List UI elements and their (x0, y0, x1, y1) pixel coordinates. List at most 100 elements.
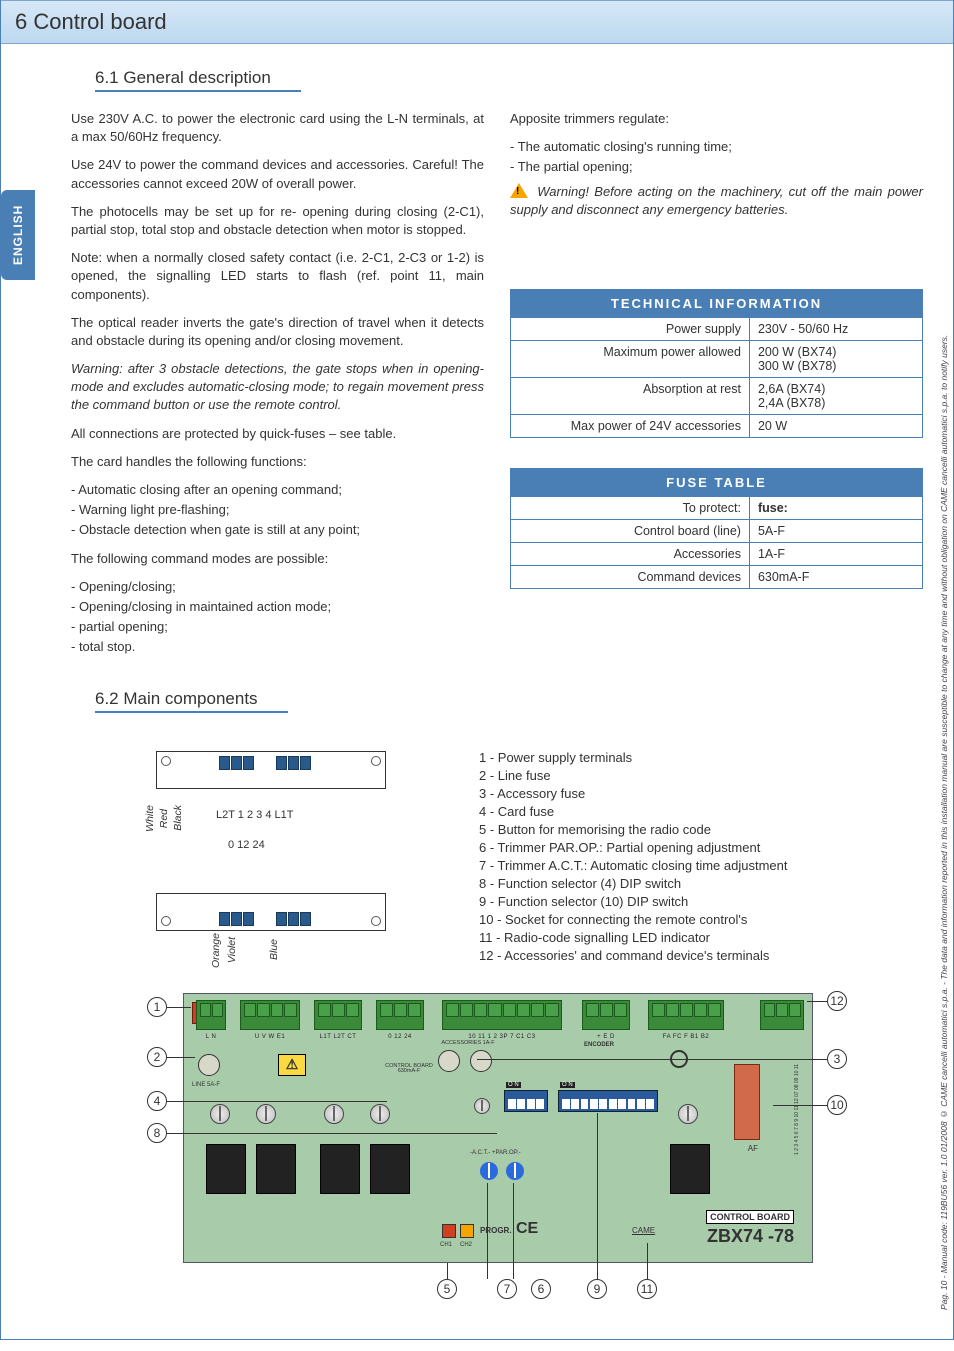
model-label: ZBX74 -78 (707, 1226, 794, 1247)
strip-label: L N (197, 1034, 225, 1040)
wire-label: Violet (226, 937, 238, 963)
callout-9: 9 (587, 1279, 607, 1299)
bullet: - Automatic closing after an opening com… (71, 481, 484, 499)
strip-label: U V W E1 (241, 1034, 299, 1040)
bullet: - The partial opening; (510, 158, 923, 176)
connector-diagram: L2T 1 2 3 4 L1T 0 12 24 White Red Black … (71, 747, 461, 967)
dip-right-label: 1 2 3 4 5 6 7 8 9 10 11 12 07 08 09 10 1… (794, 1064, 800, 1155)
table-cell: Maximum power allowed (511, 340, 750, 377)
side-copyright-note: Pag. 10 - Manual code: 119BU56 ver. 1.0 … (939, 240, 949, 1310)
table-cell: 20 W (749, 414, 922, 437)
para: The optical reader inverts the gate's di… (71, 314, 484, 350)
table-cell: Control board (line) (511, 519, 750, 542)
legend-item: 8 - Function selector (4) DIP switch (479, 876, 923, 891)
para-warning: Warning: after 3 obstacle detections, th… (71, 360, 484, 415)
callout-5: 5 (437, 1279, 457, 1299)
bullet: - Opening/closing; (71, 578, 484, 596)
callout-11: 11 (637, 1279, 657, 1299)
warning-text: Warning! Before acting on the machinery,… (510, 184, 923, 217)
callout-4: 4 (147, 1091, 167, 1111)
legend-item: 1 - Power supply terminals (479, 750, 923, 765)
component-legend: 1 - Power supply terminals 2 - Line fuse… (479, 747, 923, 967)
bullet: - total stop. (71, 638, 484, 656)
callout-2: 2 (147, 1047, 167, 1067)
fuse-label: ACCESSORIES 1A-F (438, 1040, 498, 1046)
brand-label: CAME (632, 1226, 655, 1235)
strip-label: + E D (583, 1034, 629, 1040)
technical-info-table: TECHNICAL INFORMATION Power supply 230V … (510, 289, 923, 438)
legend-item: 7 - Trimmer A.C.T.: Automatic closing ti… (479, 858, 923, 873)
wire-label: Blue (268, 939, 280, 960)
bullet: - Opening/closing in maintained action m… (71, 598, 484, 616)
table-cell: Accessories (511, 542, 750, 565)
bullet: - partial opening; (71, 618, 484, 636)
callout-8: 8 (147, 1123, 167, 1143)
table-cell: Max power of 24V accessories (511, 414, 750, 437)
callout-10: 10 (827, 1095, 847, 1115)
strip-label: 0 12 24 (377, 1034, 423, 1040)
subsection-6-1: 6.1 General description (95, 68, 301, 92)
legend-item: 12 - Accessories' and command device's t… (479, 948, 923, 963)
legend-item: 10 - Socket for connecting the remote co… (479, 912, 923, 927)
table-cell: 1A-F (749, 542, 922, 565)
conn-mid-labels: 0 12 24 (228, 839, 265, 851)
wire-label: Black (172, 805, 184, 831)
section-title: 6 Control board (1, 0, 953, 44)
subsection-6-2: 6.2 Main components (95, 689, 288, 713)
table-header: FUSE TABLE (511, 468, 923, 496)
table-cell: 200 W (BX74) 300 W (BX78) (749, 340, 922, 377)
legend-item: 4 - Card fuse (479, 804, 923, 819)
right-column: Apposite trimmers regulate: - The automa… (510, 110, 923, 659)
warning-para: Warning! Before acting on the machinery,… (510, 183, 923, 219)
callout-7: 7 (497, 1279, 517, 1299)
strip-label: FA FC F B1 B2 (649, 1034, 723, 1040)
table-cell: Command devices (511, 565, 750, 588)
fuse-table: FUSE TABLE To protect: fuse: Control boa… (510, 468, 923, 589)
table-cell: Absorption at rest (511, 377, 750, 414)
para: Use 230V A.C. to power the electronic ca… (71, 110, 484, 146)
board-diagram: L N U V W E1 L1T L2T CT 0 12 24 10 11 1 … (147, 983, 847, 1303)
legend-item: 3 - Accessory fuse (479, 786, 923, 801)
trimmer-label: -A.C.T.- +PAR.OP.- (470, 1150, 521, 1156)
fuse-label: LINE 5A-F (192, 1082, 220, 1088)
bullet: - The automatic closing's running time; (510, 138, 923, 156)
callout-6: 6 (531, 1279, 551, 1299)
dip-on-label: O N (560, 1082, 575, 1088)
wire-label: White (144, 805, 156, 832)
table-cell: Power supply (511, 317, 750, 340)
table-cell: 2,6A (BX74) 2,4A (BX78) (749, 377, 922, 414)
para: All connections are protected by quick-f… (71, 425, 484, 443)
language-tab: ENGLISH (1, 190, 35, 280)
table-header: TECHNICAL INFORMATION (511, 289, 923, 317)
left-column: Use 230V A.C. to power the electronic ca… (71, 110, 484, 659)
bullet: - Warning light pre-flashing; (71, 501, 484, 519)
strip-label: L1T L2T CT (315, 1034, 361, 1040)
table-cell: To protect: (511, 496, 750, 519)
wire-label: Red (158, 809, 170, 828)
para: Note: when a normally closed safety cont… (71, 249, 484, 304)
legend-item: 2 - Line fuse (479, 768, 923, 783)
legend-item: 9 - Function selector (10) DIP switch (479, 894, 923, 909)
progr-label: PROGR. (480, 1226, 512, 1235)
table-cell: fuse: (749, 496, 922, 519)
para: Use 24V to power the command devices and… (71, 156, 484, 192)
callout-1: 1 (147, 997, 167, 1017)
table-cell: 630mA-F (749, 565, 922, 588)
callout-12: 12 (827, 991, 847, 1011)
callout-3: 3 (827, 1049, 847, 1069)
dip-on-label: O N (506, 1082, 521, 1088)
legend-item: 5 - Button for memorising the radio code (479, 822, 923, 837)
legend-item: 11 - Radio-code signalling LED indicator (479, 930, 923, 945)
control-board-label: CONTROL BOARD (706, 1210, 794, 1224)
bullet: - Obstacle detection when gate is still … (71, 521, 484, 539)
para: The following command modes are possible… (71, 550, 484, 568)
ch-label: CH1 (440, 1242, 452, 1248)
conn-top-labels: L2T 1 2 3 4 L1T (216, 809, 293, 821)
warning-icon (510, 183, 528, 198)
wire-label: Orange (210, 933, 222, 968)
table-cell: 5A-F (749, 519, 922, 542)
ch-label: CH2 (460, 1242, 472, 1248)
af-label: AF (748, 1144, 758, 1153)
encoder-label: ENCODER (584, 1042, 614, 1048)
para: The photocells may be set up for re- ope… (71, 203, 484, 239)
